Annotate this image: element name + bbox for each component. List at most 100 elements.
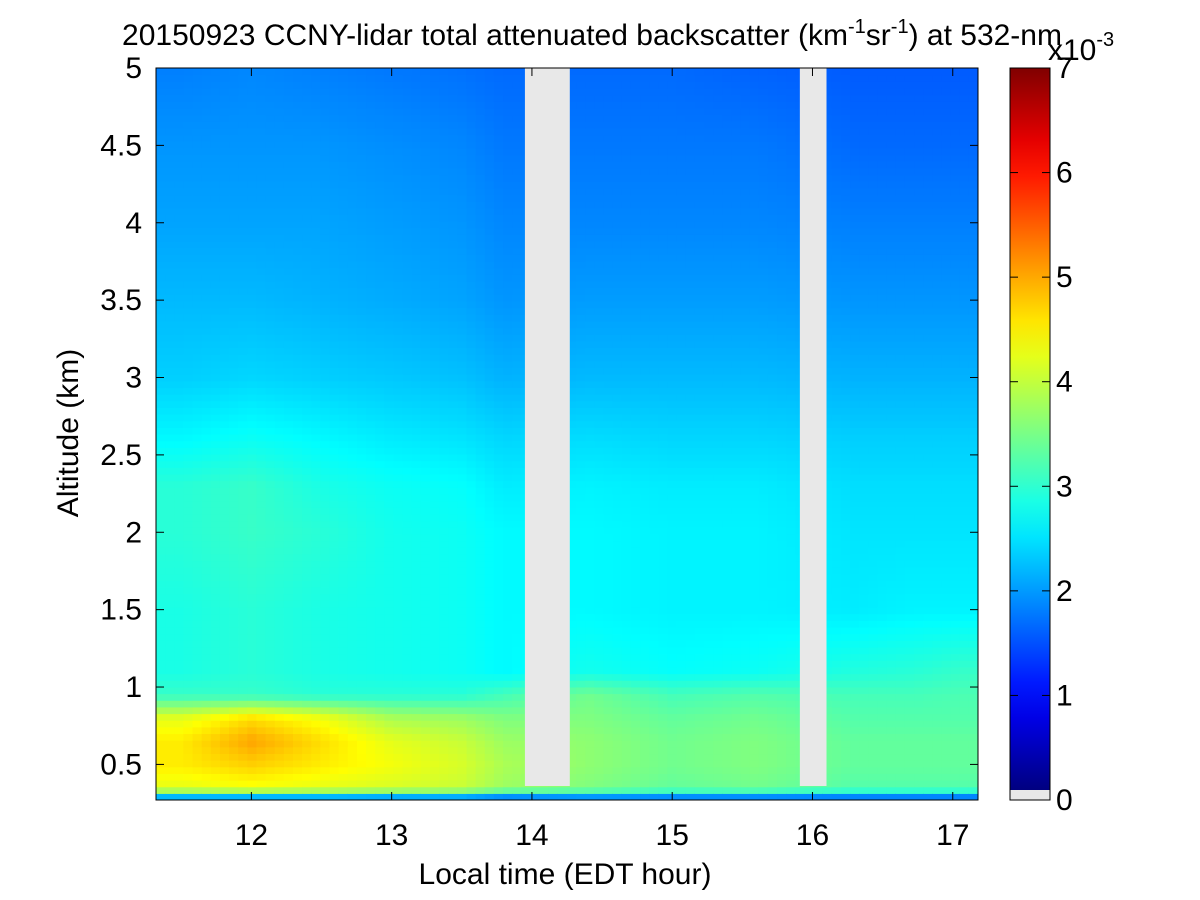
heatmap-cell <box>402 500 413 508</box>
heatmap-cell <box>466 746 477 755</box>
heatmap-cell <box>356 267 367 275</box>
heatmap-cell <box>512 560 522 568</box>
heatmap-cell <box>430 87 440 96</box>
heatmap-cell <box>293 720 303 728</box>
heatmap-cell <box>567 686 577 695</box>
heatmap-cell <box>293 686 303 695</box>
heatmap-cell <box>329 174 340 182</box>
heatmap-cell <box>156 320 166 329</box>
heatmap-cell <box>265 540 276 548</box>
heatmap-cell <box>192 746 203 755</box>
heatmap-cell <box>256 434 267 442</box>
heatmap-cell <box>493 480 504 488</box>
heatmap-cell <box>430 234 440 242</box>
heatmap-cell <box>302 121 312 129</box>
heatmap-cell <box>356 793 367 800</box>
heatmap-cell <box>219 480 230 488</box>
heatmap-cell <box>274 673 285 681</box>
heatmap-cell <box>210 81 221 89</box>
heatmap-cell <box>302 540 312 548</box>
heatmap-cell <box>393 473 404 482</box>
heatmap-cell <box>347 513 358 522</box>
heatmap-cell <box>503 500 513 508</box>
heatmap-cell <box>247 201 258 209</box>
heatmap-cell <box>302 334 312 342</box>
heatmap-cell <box>165 660 175 668</box>
heatmap-cell <box>320 593 331 601</box>
heatmap-cell <box>274 414 285 422</box>
heatmap-cell <box>430 227 440 235</box>
heatmap-cell <box>402 161 413 169</box>
heatmap-cell <box>302 374 312 382</box>
heatmap-cell <box>229 74 239 82</box>
heatmap-cell <box>402 201 413 209</box>
heatmap-cell <box>293 87 303 96</box>
heatmap-cell <box>512 434 522 442</box>
heatmap-cell <box>411 740 422 748</box>
heatmap-cell <box>201 161 212 169</box>
heatmap-cell <box>503 427 513 435</box>
heatmap-cell <box>183 121 194 129</box>
heatmap-cell <box>156 114 166 122</box>
heatmap-cell <box>366 646 376 655</box>
heatmap-cell <box>512 686 522 695</box>
heatmap-cell <box>493 587 504 595</box>
heatmap-cell <box>238 467 248 475</box>
heatmap-cell <box>247 101 258 109</box>
heatmap-cell <box>201 320 212 329</box>
heatmap-cell <box>274 780 285 788</box>
heatmap-cell <box>448 447 458 455</box>
heatmap-cell <box>156 227 166 235</box>
heatmap-cell <box>411 746 422 755</box>
heatmap-cell <box>466 320 477 329</box>
heatmap-cell <box>256 121 267 129</box>
heatmap-cell <box>247 507 258 515</box>
heatmap-cell <box>293 394 303 402</box>
heatmap-cell <box>457 653 468 661</box>
heatmap-cell <box>192 660 203 668</box>
heatmap-cell <box>420 587 431 595</box>
heatmap-cell <box>156 467 166 475</box>
heatmap-cell <box>384 107 395 116</box>
heatmap-cell <box>274 194 285 202</box>
heatmap-cell <box>329 227 340 235</box>
heatmap-cell <box>448 141 458 149</box>
heatmap-cell <box>293 420 303 428</box>
heatmap-cell <box>411 247 422 255</box>
heatmap-cell <box>320 147 331 156</box>
heatmap-cell <box>448 300 458 309</box>
heatmap-cell <box>420 134 431 142</box>
heatmap-cell <box>347 686 358 695</box>
heatmap-cell <box>274 567 285 575</box>
heatmap-cell <box>430 746 440 755</box>
heatmap-cell <box>256 680 267 688</box>
heatmap-cell <box>384 500 395 508</box>
heatmap-cell <box>293 154 303 162</box>
heatmap-cell <box>183 414 194 422</box>
heatmap-cell <box>247 686 258 695</box>
heatmap-cell <box>430 660 440 668</box>
heatmap-cell <box>384 207 395 215</box>
heatmap-cell <box>293 320 303 329</box>
heatmap-cell <box>311 300 321 309</box>
heatmap-cell <box>156 613 166 621</box>
heatmap-cell <box>293 81 303 89</box>
heatmap-cell <box>503 706 513 715</box>
heatmap-cell <box>503 167 513 176</box>
heatmap-cell <box>165 260 175 269</box>
heatmap-cell <box>393 68 404 76</box>
heatmap-cell <box>274 626 285 635</box>
heatmap-cell <box>375 640 385 648</box>
heatmap-cell <box>219 234 230 242</box>
heatmap-cell <box>375 593 385 601</box>
heatmap-cell <box>402 513 413 522</box>
heatmap-cell <box>238 221 248 229</box>
heatmap-cell <box>366 354 376 362</box>
heatmap-cell <box>567 633 577 641</box>
heatmap-cell <box>420 646 431 655</box>
heatmap-cell <box>219 520 230 528</box>
heatmap-cell <box>347 540 358 548</box>
heatmap-cell <box>384 706 395 715</box>
heatmap-cell <box>356 221 367 229</box>
heatmap-cell <box>283 147 294 156</box>
